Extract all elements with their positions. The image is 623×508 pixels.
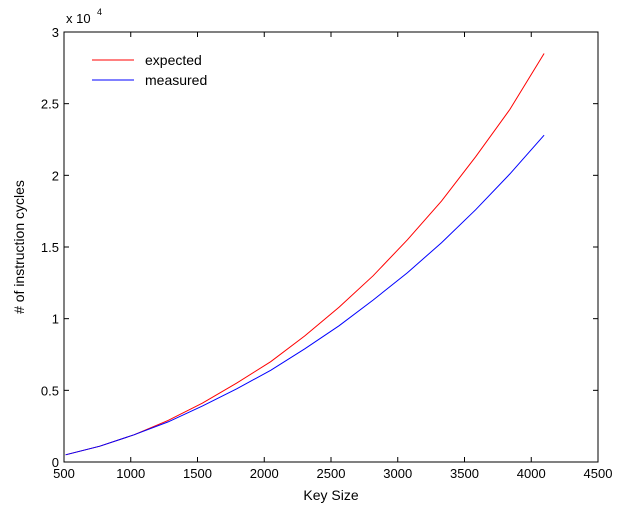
y-tick-label: 1.5	[41, 240, 59, 255]
y-tick-label: 2	[52, 168, 59, 183]
y-tick-label: 1	[52, 312, 59, 327]
x-tick-label: 500	[53, 466, 75, 481]
legend-label-expected: expected	[145, 52, 202, 68]
x-tick-label: 1000	[116, 466, 145, 481]
plot-area	[63, 31, 599, 463]
x-tick-label: 2000	[250, 466, 279, 481]
y-tick-label: 2.5	[41, 97, 59, 112]
series-line-measured	[65, 134, 545, 456]
x-tick-label: 3500	[450, 466, 479, 481]
y-axis-ticks: 0 0.5 1 1.5 2 2.5 3	[41, 25, 598, 470]
y-multiplier-exponent: 4	[97, 7, 102, 17]
x-tick-label: 1500	[183, 466, 212, 481]
x-tick-label: 2500	[317, 466, 346, 481]
y-multiplier-base: x 10	[66, 11, 91, 26]
legend: expected measured	[92, 52, 207, 88]
x-axis-label: Key Size	[303, 487, 358, 503]
y-tick-label: 0	[52, 455, 59, 470]
y-tick-label: 0.5	[41, 383, 59, 398]
x-axis-ticks: 500 1000 1500 2000 2500 3000 3500 4000 4500	[53, 32, 612, 481]
legend-label-measured: measured	[145, 72, 207, 88]
x-tick-label: 4500	[584, 466, 613, 481]
x-tick-label: 3000	[383, 466, 412, 481]
y-axis-label: # of instruction cycles	[11, 180, 27, 314]
y-tick-label: 3	[52, 25, 59, 40]
series-layer	[65, 53, 545, 456]
x-tick-label: 4000	[517, 466, 546, 481]
